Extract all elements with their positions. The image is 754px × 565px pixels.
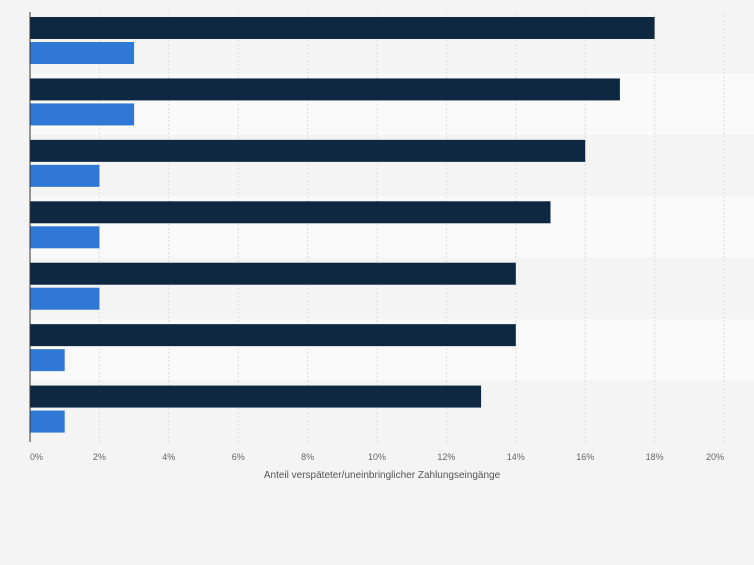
x-tick-label: 20% bbox=[706, 452, 724, 462]
bar-series-2 bbox=[30, 349, 65, 372]
x-tick-label: 18% bbox=[646, 452, 664, 462]
x-tick-label: 2% bbox=[93, 452, 106, 462]
x-tick-label: 6% bbox=[232, 452, 245, 462]
x-axis-label: Anteil verspäteter/uneinbringlicher Zahl… bbox=[264, 470, 501, 481]
bar-series-1 bbox=[30, 139, 586, 162]
bar-series-2 bbox=[30, 164, 100, 187]
x-tick-label: 12% bbox=[437, 452, 455, 462]
bar-series-2 bbox=[30, 42, 135, 64]
x-tick-labels: 0% 2% 4% 6% 8% 10% 12% 14% 16% 18% 20% bbox=[30, 452, 724, 462]
x-tick-label: 10% bbox=[368, 452, 386, 462]
bars bbox=[30, 17, 655, 433]
x-tick-label: 4% bbox=[162, 452, 175, 462]
x-tick-label: 14% bbox=[507, 452, 525, 462]
bar-series-1 bbox=[30, 201, 551, 224]
x-tick-label: 16% bbox=[576, 452, 594, 462]
bar-series-2 bbox=[30, 287, 100, 310]
bar-series-2 bbox=[30, 103, 135, 126]
x-tick-label: 8% bbox=[301, 452, 314, 462]
bar-series-1 bbox=[30, 324, 516, 347]
bar-series-2 bbox=[30, 226, 100, 249]
bar-series-2 bbox=[30, 410, 65, 433]
row-bands bbox=[30, 12, 754, 442]
bar-series-1 bbox=[30, 262, 516, 285]
bar-series-1 bbox=[30, 17, 655, 39]
bar-series-1 bbox=[30, 385, 482, 408]
bar-series-1 bbox=[30, 78, 620, 101]
x-tick-label: 0% bbox=[30, 452, 43, 462]
